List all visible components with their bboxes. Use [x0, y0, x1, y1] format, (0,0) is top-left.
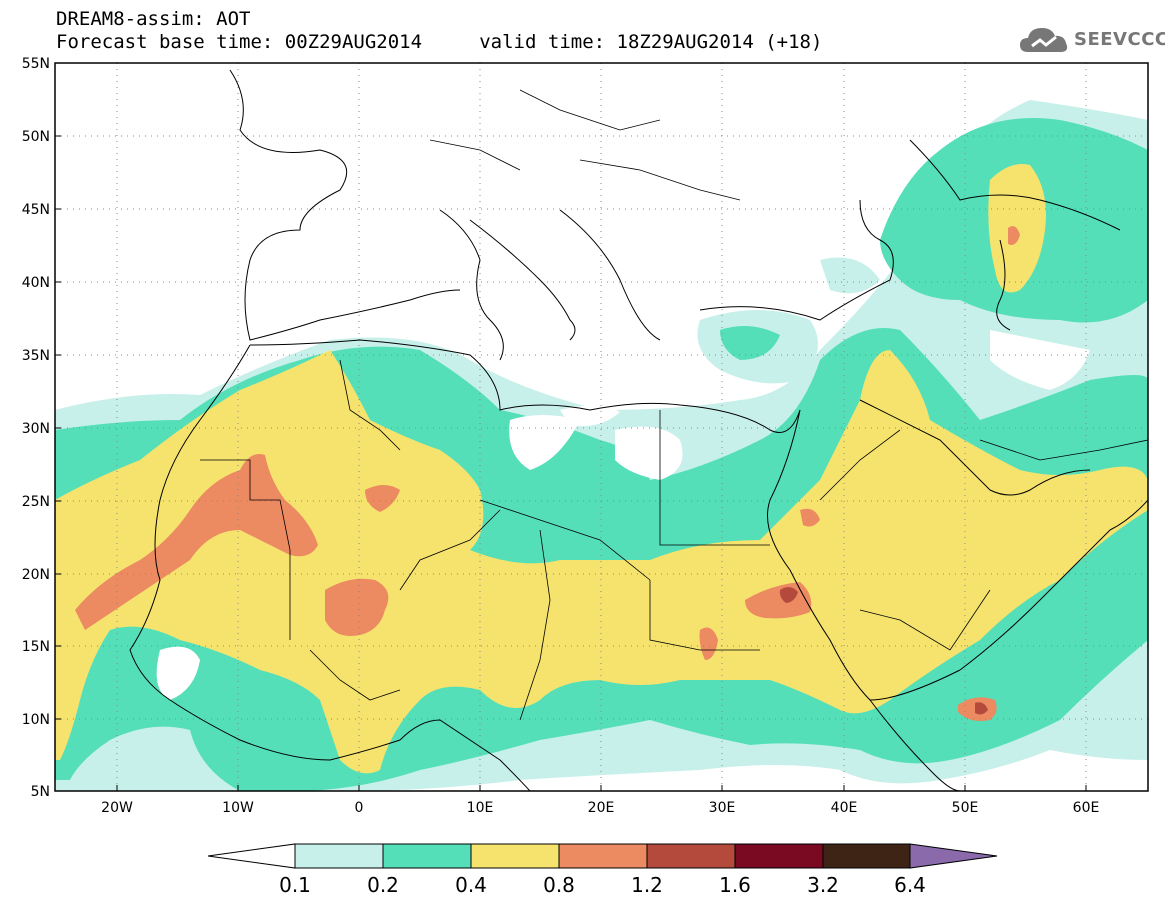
colorbar-label: 3.2 [807, 873, 839, 897]
coastlines [129, 69, 1148, 791]
seevccc-logo: SEEVCCC [1018, 22, 1165, 56]
lat-tick-label: 40N [22, 275, 50, 291]
lon-tick-label: 20W [101, 800, 133, 816]
aot-band-1.2 [779, 586, 988, 715]
chart-subtitle: Forecast base time: 00Z29AUG2014 valid t… [56, 31, 823, 53]
colorbar: 0.1 0.2 0.4 0.8 1.2 1.6 3.2 6.4 [207, 843, 998, 897]
lat-tick-label: 15N [22, 639, 50, 655]
lat-tick-labels: 55N 50N 45N 40N 35N 30N 25N 20N 15N 10N … [22, 56, 50, 800]
chart-title: DREAM8-assim: AOT [56, 8, 251, 30]
lat-tick-label: 50N [22, 129, 50, 145]
colorbar-label: 0.8 [543, 873, 575, 897]
colorbar-bin [558, 843, 648, 869]
logo-text: SEEVCCC [1074, 29, 1165, 50]
lat-tick-label: 25N [22, 494, 50, 510]
colorbar-under-arrow [207, 843, 296, 869]
lon-tick-label: 20E [588, 800, 615, 816]
lat-tick-label: 10N [22, 712, 50, 728]
lat-tick-label: 5N [31, 784, 50, 800]
colorbar-bin [822, 843, 911, 869]
cloud-icon [1020, 28, 1068, 52]
aot-band-0.8 [75, 226, 1020, 721]
lat-tick-label: 55N [22, 56, 50, 72]
lon-tick-label: 60E [1073, 800, 1100, 816]
colorbar-bin [646, 843, 736, 869]
aot-clear-areas [156, 330, 1090, 700]
colorbar-label: 0.1 [279, 873, 311, 897]
lon-tick-label: 0 [355, 800, 364, 816]
tick-marks [55, 62, 1087, 792]
lon-tick-label: 10W [222, 800, 254, 816]
lon-tick-label: 30E [709, 800, 736, 816]
colorbar-label: 1.2 [631, 873, 663, 897]
colorbar-bin [294, 843, 384, 869]
graticule [55, 63, 1148, 791]
colorbar-label: 6.4 [894, 873, 926, 897]
country-borders [200, 89, 1148, 721]
lat-tick-label: 35N [22, 348, 50, 364]
lat-tick-label: 20N [22, 567, 50, 583]
colorbar-over-arrow [909, 843, 998, 869]
colorbar-bin [734, 843, 824, 869]
lon-tick-label: 10E [467, 800, 494, 816]
colorbar-label: 1.6 [719, 873, 751, 897]
lat-tick-label: 45N [22, 202, 50, 218]
colorbar-bin [470, 843, 560, 869]
lat-tick-label: 30N [22, 421, 50, 437]
colorbar-bin [382, 843, 472, 869]
lon-tick-label: 50E [952, 800, 979, 816]
lon-tick-label: 40E [831, 800, 858, 816]
lon-tick-labels: 20W 10W 0 10E 20E 30E 40E 50E 60E [101, 800, 1099, 816]
colorbar-label: 0.2 [367, 873, 399, 897]
colorbar-label: 0.4 [455, 873, 487, 897]
